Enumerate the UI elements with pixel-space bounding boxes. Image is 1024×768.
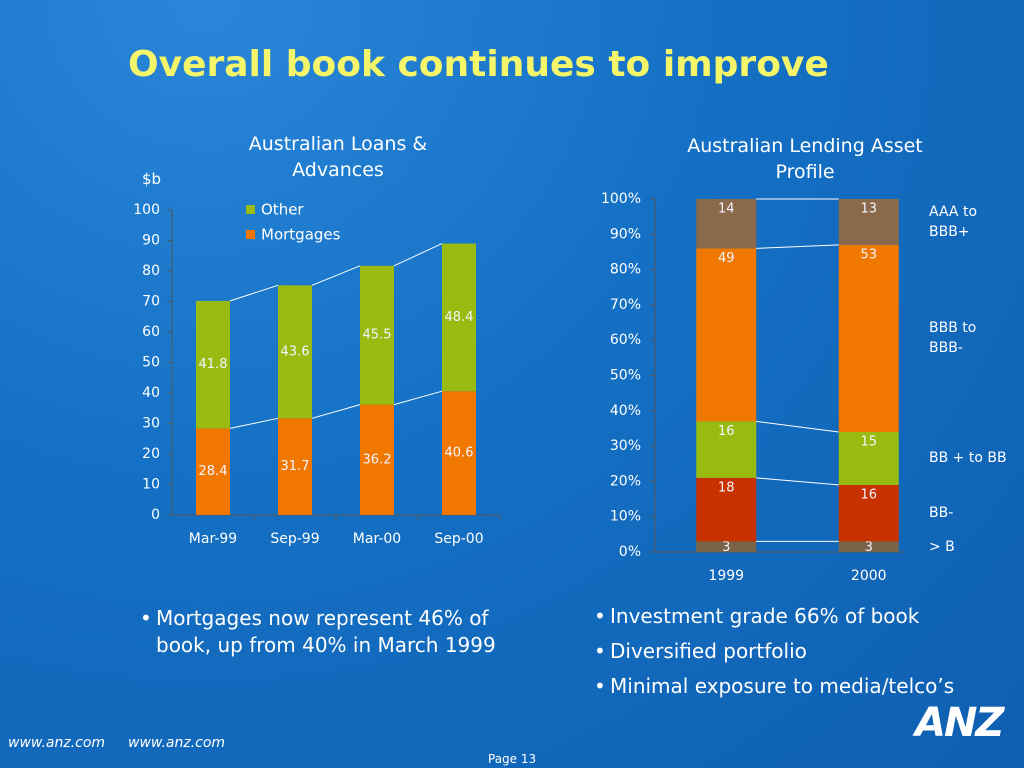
bullet: Investment grade 66% of book	[592, 603, 992, 630]
value-label: 16	[718, 424, 735, 439]
value-label: 3	[722, 540, 730, 555]
connector	[311, 404, 361, 419]
y-tick-label: 10	[142, 477, 160, 493]
y-tick-label: 70	[142, 294, 160, 310]
y-tick-label: 20%	[610, 473, 641, 489]
connector	[756, 244, 839, 249]
bar-segment	[278, 418, 312, 515]
connector	[756, 420, 839, 433]
x-tick-label: 2000	[851, 568, 887, 584]
bar-segment	[838, 541, 899, 552]
y-tick-label: 80%	[610, 262, 641, 278]
footer-url: www.anz.com	[128, 735, 226, 751]
y-tick-label: 80	[142, 263, 160, 279]
bar-segment	[696, 477, 757, 542]
connector	[393, 243, 443, 267]
value-label: 43.6	[281, 344, 310, 359]
value-label: 53	[860, 247, 877, 262]
bar-segment	[838, 431, 899, 485]
bar-segment	[360, 404, 394, 515]
value-label: 28.4	[199, 464, 228, 479]
value-label: 36.2	[363, 452, 392, 467]
bar-segment	[696, 199, 757, 249]
chart-title: Australian Lending Asset Profile	[687, 135, 923, 183]
y-tick-label: 50	[142, 355, 160, 371]
footer-url: www.anz.com	[8, 735, 106, 751]
y-tick-label: 60	[142, 324, 160, 340]
bullet: Minimal exposure to media/telco’s	[592, 673, 992, 700]
slide-title: Overall book continues to improve	[128, 44, 829, 85]
legend-swatch	[246, 205, 255, 214]
x-tick-label: Sep-00	[434, 531, 483, 547]
bar-segment	[838, 244, 899, 432]
y-axis-label: $b	[142, 170, 162, 188]
value-label: 48.4	[445, 310, 474, 325]
y-tick-label: 100	[133, 202, 160, 218]
y-tick-label: 90	[142, 233, 160, 249]
bar-segment	[696, 248, 757, 422]
y-tick-label: 30%	[610, 438, 641, 454]
y-tick-label: 20	[142, 446, 160, 462]
logo: ANZ	[915, 700, 1004, 746]
value-label: 31.7	[281, 459, 310, 474]
y-tick-label: 70%	[610, 297, 641, 313]
legend-label: Other	[261, 201, 304, 219]
y-tick-label: 40	[142, 385, 160, 401]
value-label: 45.5	[363, 328, 392, 343]
value-label: 13	[860, 202, 877, 217]
series-label: > B	[929, 538, 955, 555]
series-label: BB-	[929, 505, 954, 522]
x-tick-label: Mar-00	[353, 531, 401, 547]
y-tick-label: 60%	[610, 332, 641, 348]
connector	[229, 284, 279, 302]
value-label: 40.6	[445, 446, 474, 461]
bar-segment	[442, 391, 476, 515]
connector	[311, 265, 361, 286]
connector	[393, 390, 443, 406]
bar-segment	[696, 421, 757, 478]
series-label: BB + to BB	[929, 450, 1007, 467]
y-tick-label: 10%	[610, 509, 641, 525]
x-tick-label: 1999	[708, 568, 744, 584]
bar-segment	[442, 243, 476, 392]
bar-segment	[838, 484, 899, 542]
y-tick-label: 90%	[610, 226, 641, 242]
value-label: 3	[865, 540, 873, 555]
bullet: Diversified portfolio	[592, 638, 992, 665]
bar-segment	[360, 265, 394, 405]
bar-segment	[196, 300, 230, 429]
connector	[229, 417, 279, 429]
value-label: 18	[718, 480, 735, 495]
y-tick-label: 0	[151, 507, 160, 523]
value-label: 41.8	[199, 357, 228, 372]
bullets-right: Investment grade 66% of book Diversified …	[592, 603, 992, 708]
x-tick-label: Sep-99	[270, 531, 319, 547]
bar-segment	[696, 541, 757, 552]
bar-segment	[838, 199, 899, 245]
value-label: 14	[718, 202, 735, 217]
bullet: Mortgages now represent 46% of book, up …	[138, 605, 518, 659]
y-tick-label: 100%	[601, 191, 641, 207]
legend-label: Mortgages	[261, 226, 341, 244]
series-label: AAA to BBB+	[929, 203, 978, 240]
y-tick-label: 40%	[610, 403, 641, 419]
page-number: Page 13	[488, 752, 537, 766]
legend-swatch	[246, 230, 255, 239]
y-tick-label: 0%	[619, 544, 641, 560]
value-label: 16	[860, 487, 877, 502]
series-label: BBB to BBB-	[929, 320, 977, 357]
y-tick-label: 50%	[610, 368, 641, 384]
x-tick-label: Mar-99	[189, 531, 237, 547]
chart-title: Australian Loans & Advances	[248, 133, 428, 181]
value-label: 15	[860, 434, 877, 449]
bullets-left: Mortgages now represent 46% of book, up …	[138, 605, 518, 667]
y-tick-label: 30	[142, 416, 160, 432]
bar-segment	[196, 428, 230, 515]
connector	[756, 477, 839, 486]
value-label: 49	[718, 251, 735, 266]
bar-segment	[278, 285, 312, 419]
